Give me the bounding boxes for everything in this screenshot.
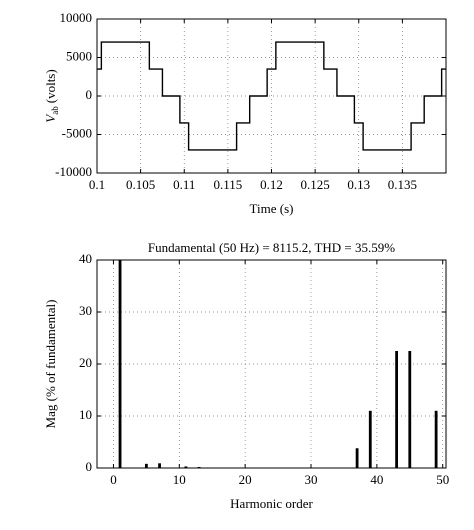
- x-tick-label: 40: [370, 472, 383, 487]
- plot-area: [97, 41, 446, 151]
- y-label-subscript: ab: [50, 106, 60, 115]
- bar: [118, 260, 122, 468]
- x-tick-label: 0: [110, 472, 117, 487]
- x-tick-label: 0.11: [173, 177, 195, 192]
- x-tick-label: 0.1: [89, 177, 105, 192]
- x-axis-label: Time (s): [250, 201, 294, 216]
- y-tick-label: 40: [79, 251, 92, 266]
- y-tick-label: 0: [86, 87, 93, 102]
- x-tick-label: 20: [239, 472, 252, 487]
- x-tick-label: 30: [305, 472, 318, 487]
- y-tick-label: 5000: [66, 48, 92, 63]
- x-tick-label: 0.13: [347, 177, 370, 192]
- y-tick-label: 30: [79, 303, 92, 318]
- y-axis-label: Vab (volts): [43, 69, 60, 122]
- y-tick-label: 0: [86, 459, 93, 474]
- x-tick-label: 0.115: [213, 177, 242, 192]
- y-axis-label: Mag (% of fundamental): [43, 300, 58, 429]
- x-tick-label: 0.125: [301, 177, 330, 192]
- y-label-symbol: V: [43, 113, 58, 123]
- x-tick-label: 0.12: [260, 177, 283, 192]
- axes-frame: [96, 18, 447, 174]
- y-tick-label: 10: [79, 407, 92, 422]
- x-axis-label: Harmonic order: [230, 496, 313, 511]
- x-tick-label: 10: [173, 472, 186, 487]
- bar: [144, 463, 148, 468]
- bar: [158, 463, 161, 468]
- x-tick-label: 50: [436, 472, 449, 487]
- x-tick-label: 0.135: [388, 177, 417, 192]
- bar: [368, 410, 372, 468]
- y-tick-label: 10000: [60, 10, 93, 25]
- chart-title: Fundamental (50 Hz) = 8115.2, THD = 35.5…: [148, 240, 395, 255]
- bar: [434, 410, 438, 468]
- bar: [395, 351, 399, 468]
- bar: [355, 448, 359, 468]
- bar: [197, 466, 201, 468]
- axes-frame: [96, 259, 447, 469]
- bar: [184, 466, 188, 468]
- y-tick-label: -5000: [62, 125, 92, 140]
- bar: [408, 351, 412, 468]
- y-tick-label: 20: [79, 355, 92, 370]
- y-label-unit: (volts): [43, 69, 58, 103]
- plot-area: [118, 260, 438, 468]
- waveform: [97, 41, 446, 151]
- x-tick-label: 0.105: [126, 177, 155, 192]
- y-tick-label: -10000: [55, 164, 92, 179]
